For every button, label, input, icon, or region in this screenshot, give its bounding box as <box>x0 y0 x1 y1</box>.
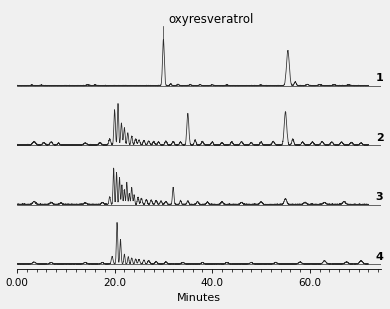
X-axis label: Minutes: Minutes <box>177 294 221 303</box>
Text: oxyresveratrol: oxyresveratrol <box>168 13 254 26</box>
Text: 2: 2 <box>376 133 383 143</box>
Text: 1: 1 <box>376 74 383 83</box>
Text: 3: 3 <box>376 192 383 202</box>
Text: 4: 4 <box>376 252 384 262</box>
